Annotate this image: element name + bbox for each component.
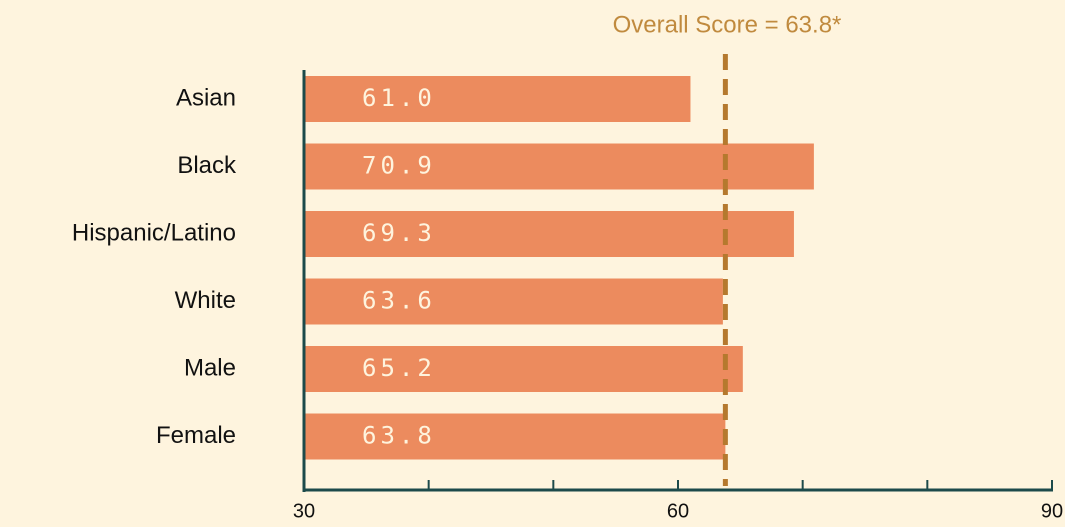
bar (304, 346, 743, 392)
value-label: 63.6 (362, 287, 436, 315)
bar (304, 143, 814, 190)
bar (304, 76, 691, 122)
bar (304, 211, 794, 257)
category-label: Male (184, 354, 236, 381)
category-label: Female (156, 422, 236, 449)
category-label: Hispanic/Latino (72, 219, 236, 246)
bar (304, 278, 723, 325)
category-label: White (175, 287, 236, 314)
x-tick-label: 60 (667, 500, 689, 522)
value-label: 69.3 (362, 219, 436, 247)
value-label: 61.0 (362, 84, 436, 112)
category-label: Black (177, 152, 237, 179)
x-tick-label: 30 (293, 500, 315, 522)
value-label: 70.9 (362, 152, 436, 180)
reference-label: Overall Score = 63.8* (613, 11, 842, 38)
x-tick-label: 90 (1041, 500, 1063, 522)
value-label: 63.8 (362, 422, 436, 450)
category-label: Asian (176, 84, 236, 111)
bar (304, 413, 726, 460)
value-label: 65.2 (362, 354, 436, 382)
